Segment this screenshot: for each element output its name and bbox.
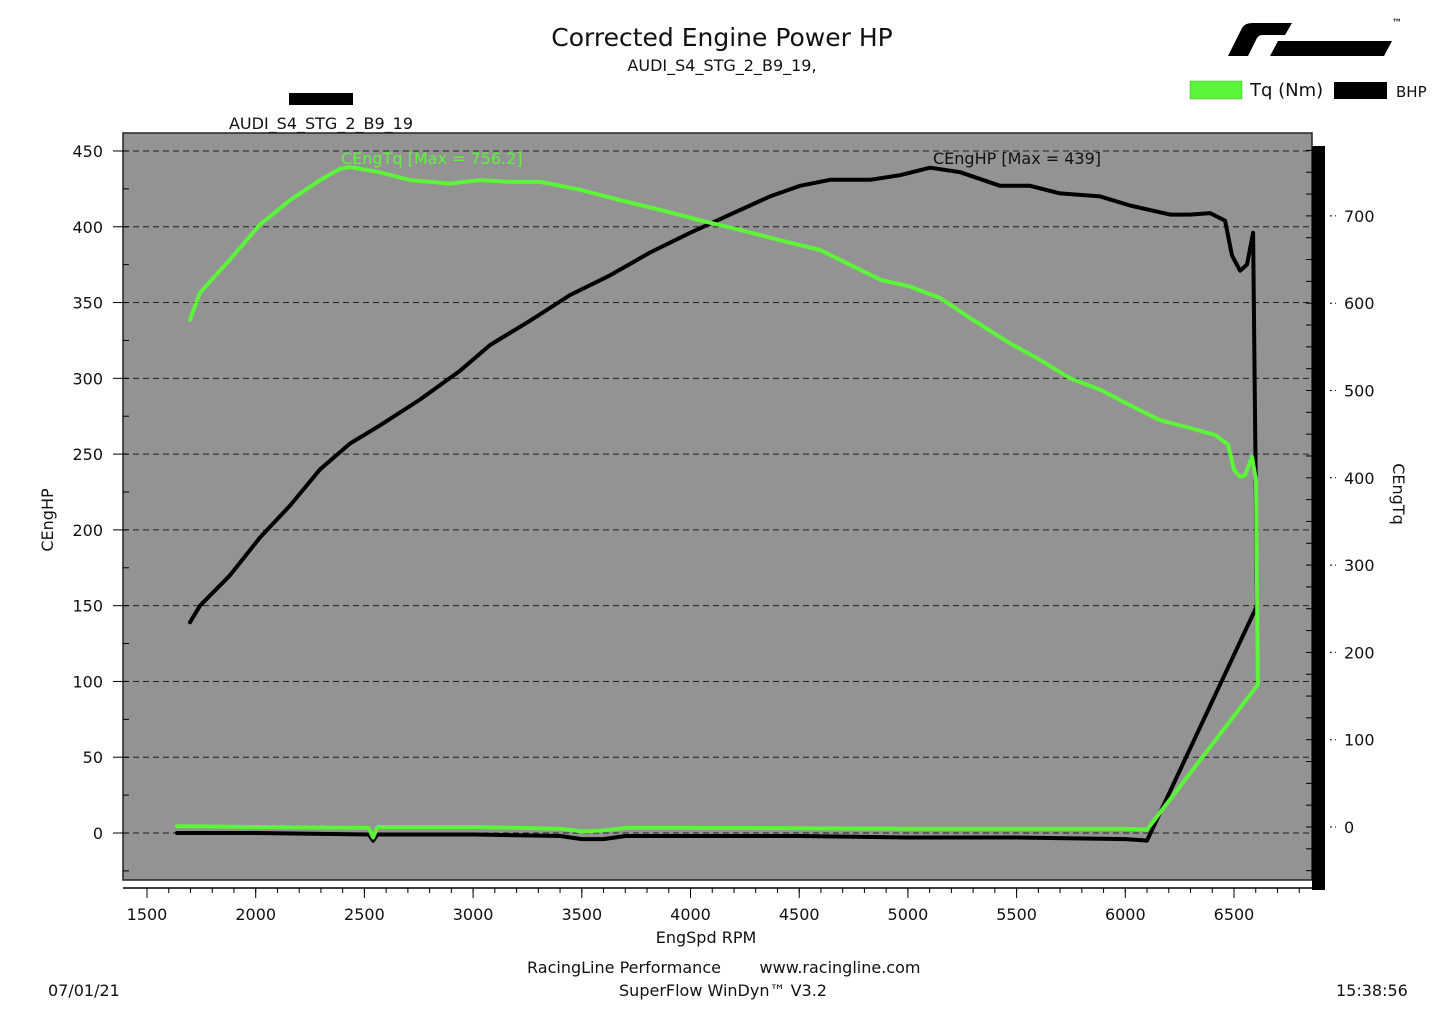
x-tick-label: 2000 — [235, 905, 276, 924]
y2-tick-label: 200 — [1344, 643, 1375, 662]
x-tick-label: 4500 — [779, 905, 820, 924]
footer-date: 07/01/21 — [48, 981, 120, 1000]
chart-subtitle: AUDI_S4_STG_2_B9_19, — [627, 56, 816, 76]
right-axis-bar — [1312, 146, 1325, 890]
y2-tick-label: 300 — [1344, 556, 1375, 575]
annotation-hp: CEngHP [Max = 439] — [933, 149, 1101, 168]
racingline-logo: ™ — [1228, 18, 1402, 56]
x-tick-label: 5000 — [888, 905, 929, 924]
x-tick-label: 3500 — [561, 905, 602, 924]
footer-company: RacingLine Performance — [527, 958, 721, 977]
y2-axis-label: CEngTq — [1389, 463, 1408, 525]
x-tick-label: 3000 — [453, 905, 494, 924]
footer-time: 15:38:56 — [1336, 981, 1408, 1000]
footer-software: SuperFlow WinDyn™ V3.2 — [619, 981, 827, 1000]
power-line — [175, 165, 1259, 843]
y2-tick-label: 600 — [1344, 294, 1375, 313]
x-tick-label: 6500 — [1214, 905, 1255, 924]
series-lines — [175, 165, 1260, 843]
y-tick-label: 300 — [72, 369, 103, 388]
legend-label-bhp: BHP — [1396, 83, 1427, 101]
x-tick-label: 2500 — [344, 905, 385, 924]
y-tick-label: 400 — [72, 218, 103, 237]
x-tick-label: 4000 — [670, 905, 711, 924]
x-tick-label: 6000 — [1105, 905, 1146, 924]
y-tick-label: 0 — [93, 824, 103, 843]
y2-tick-label: 400 — [1344, 469, 1375, 488]
gridlines — [123, 150, 1312, 834]
x-axis-label: EngSpd RPM — [656, 928, 757, 947]
footer-website: www.racingline.com — [760, 958, 921, 977]
axes: 0501001502002503003504004500100200300400… — [72, 142, 1374, 924]
legend-label-tq: Tq (Nm) — [1249, 80, 1323, 101]
legend: Tq (Nm) BHP — [1189, 80, 1427, 101]
run-label: AUDI_S4_STG_2_B9_19 — [229, 114, 413, 134]
y-tick-label: 50 — [83, 748, 103, 767]
y-tick-label: 200 — [72, 521, 103, 540]
y-tick-label: 100 — [72, 672, 103, 691]
y-tick-label: 250 — [72, 445, 103, 464]
chart-title: Corrected Engine Power HP — [551, 23, 892, 52]
y2-tick-label: 700 — [1344, 207, 1375, 226]
y-tick-label: 350 — [72, 294, 103, 313]
annotation-tq: CEngTq [Max = 756.2] — [341, 149, 523, 168]
y2-tick-label: 500 — [1344, 382, 1375, 401]
x-tick-label: 5500 — [996, 905, 1037, 924]
legend-swatch-bhp — [1334, 82, 1387, 99]
x-tick-label: 1500 — [127, 905, 168, 924]
y-tick-label: 450 — [72, 142, 103, 161]
y2-tick-label: 100 — [1344, 731, 1375, 750]
logo-tm: ™ — [1392, 18, 1402, 29]
torque-line — [175, 165, 1260, 840]
legend-swatch-tq — [1189, 80, 1243, 100]
y-tick-label: 150 — [72, 597, 103, 616]
plot-area — [122, 132, 1313, 881]
y-axis-label: CEngHP — [38, 488, 57, 552]
run-color-swatch — [289, 93, 353, 105]
y2-tick-label: 0 — [1344, 818, 1354, 837]
